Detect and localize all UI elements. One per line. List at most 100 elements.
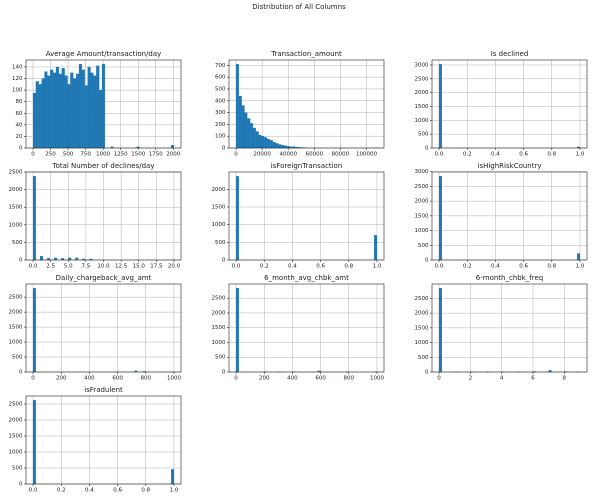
y-tick-label: 2000 — [415, 311, 429, 317]
x-tick-label: 0.8 — [141, 488, 150, 494]
x-tick-label: 1750 — [149, 152, 163, 158]
x-tick-label: 15.0 — [133, 264, 146, 270]
bar — [38, 84, 42, 149]
bar — [250, 123, 254, 149]
y-tick-label: 40 — [16, 122, 23, 128]
x-tick-label: 40000 — [279, 152, 297, 158]
bar — [252, 127, 256, 149]
y-tick-label: 3000 — [415, 169, 429, 175]
subplot-title: Daily_chargeback_avg_amt — [56, 274, 152, 282]
bar — [272, 141, 276, 149]
bar — [32, 92, 36, 149]
x-tick-label: 800 — [141, 376, 152, 382]
bar — [64, 75, 68, 149]
x-tick-label: 2 — [469, 376, 473, 382]
x-tick-label: 20.0 — [168, 264, 181, 270]
bar — [44, 71, 48, 149]
figure-title: Distribution of All Columns — [252, 3, 346, 11]
subplot-title: Is declined — [491, 50, 529, 58]
y-tick-label: 0 — [222, 370, 226, 376]
bar — [67, 84, 71, 149]
y-tick-label: 0 — [425, 258, 429, 264]
y-tick-label: 100 — [215, 134, 226, 140]
x-tick-label: 0.6 — [519, 152, 528, 158]
x-tick-label: 2.5 — [46, 264, 55, 270]
bar — [81, 69, 85, 149]
y-tick-label: 600 — [215, 75, 226, 81]
y-tick-label: 500 — [12, 240, 23, 246]
x-tick-label: 0 — [31, 152, 35, 158]
bar — [438, 64, 442, 149]
y-tick-label: 1000 — [9, 450, 23, 456]
y-tick-label: 0 — [19, 482, 23, 488]
y-tick-label: 1000 — [9, 222, 23, 228]
x-tick-label: 0.4 — [491, 264, 500, 270]
y-tick-label: 120 — [12, 76, 23, 82]
y-tick-label: 500 — [12, 466, 23, 472]
axes-frame — [431, 283, 588, 373]
x-tick-label: 0.2 — [463, 264, 472, 270]
x-tick-label: 0 — [437, 376, 441, 382]
y-tick-label: 1500 — [415, 104, 429, 110]
bar — [84, 85, 88, 149]
bar — [261, 136, 265, 149]
y-tick-label: 1500 — [212, 325, 226, 331]
axes-frame — [25, 59, 182, 149]
x-tick-label: 17.5 — [150, 264, 163, 270]
bar — [53, 72, 57, 149]
bar — [73, 78, 77, 149]
x-tick-label: 1500 — [131, 152, 145, 158]
y-tick-label: 2500 — [415, 184, 429, 190]
bar — [93, 75, 97, 149]
bar — [247, 118, 251, 149]
x-tick-label: 0.0 — [435, 152, 444, 158]
bar — [78, 63, 82, 149]
axes-frame — [431, 59, 588, 149]
y-tick-label: 2000 — [212, 187, 226, 193]
x-tick-label: 6 — [531, 376, 535, 382]
x-tick-label: 0.8 — [344, 264, 353, 270]
bar — [577, 253, 581, 261]
bar — [255, 131, 259, 149]
y-tick-label: 1500 — [415, 325, 429, 331]
axes-frame — [431, 171, 588, 261]
x-tick-label: 1000 — [370, 376, 384, 382]
bar — [238, 95, 242, 149]
x-tick-label: 0.0 — [29, 488, 38, 494]
y-tick-label: 1000 — [212, 222, 226, 228]
bar — [99, 90, 103, 149]
bar — [101, 63, 106, 149]
y-tick-label: 1000 — [415, 228, 429, 234]
bar — [75, 257, 79, 261]
x-tick-label: 1.0 — [373, 264, 382, 270]
bar — [54, 257, 58, 261]
y-tick-label: 2500 — [212, 296, 226, 302]
y-tick-label: 0 — [222, 146, 226, 152]
bar — [241, 105, 245, 149]
x-tick-label: 0.0 — [435, 264, 444, 270]
x-tick-label: 500 — [63, 152, 74, 158]
bar — [61, 68, 65, 149]
x-tick-label: 7.5 — [82, 264, 91, 270]
bar — [90, 72, 94, 149]
y-tick-label: 2500 — [9, 295, 23, 301]
y-tick-label: 300 — [215, 110, 226, 116]
x-tick-label: 5.0 — [64, 264, 73, 270]
bar — [244, 112, 248, 149]
x-tick-label: 600 — [112, 376, 123, 382]
x-tick-label: 1250 — [114, 152, 128, 158]
y-tick-label: 700 — [215, 63, 226, 69]
x-tick-label: 1.0 — [170, 488, 179, 494]
axes-frame — [228, 171, 385, 261]
x-tick-label: 400 — [287, 376, 298, 382]
y-tick-label: 2000 — [9, 418, 23, 424]
axes-frame — [25, 171, 182, 261]
y-tick-label: 3000 — [415, 62, 429, 68]
x-tick-label: 800 — [344, 376, 355, 382]
y-tick-label: 400 — [215, 98, 226, 104]
y-tick-label: 1500 — [9, 434, 23, 440]
y-tick-label: 2000 — [9, 187, 23, 193]
y-tick-label: 500 — [215, 240, 226, 246]
y-tick-label: 500 — [215, 355, 226, 361]
bar — [70, 72, 74, 149]
